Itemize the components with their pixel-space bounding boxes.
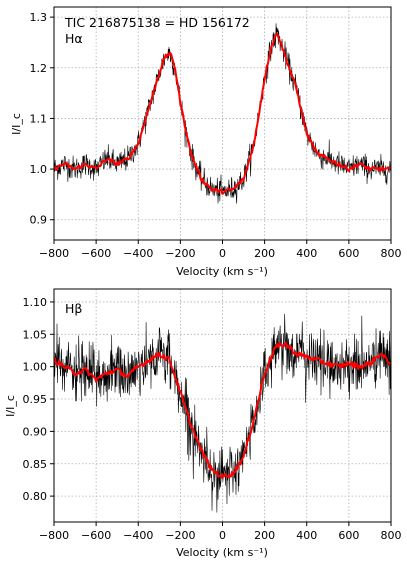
hbeta-plot-area xyxy=(54,313,391,513)
halpha-y-tick-label: 1.2 xyxy=(30,62,48,75)
halpha-x-tick-label: 800 xyxy=(381,247,402,260)
halpha-y-ticks: 0.9 1.0 1.1 1.2 1.3 xyxy=(30,11,54,227)
halpha-x-ticks: −800 −600 −400 −200 0 200 400 600 800 xyxy=(39,240,402,260)
hbeta-x-tick-label: 400 xyxy=(296,529,317,542)
hbeta-x-ticks: −800 −600 −400 −200 0 200 400 600 800 xyxy=(39,522,402,542)
halpha-x-tick-label: 0 xyxy=(219,247,226,260)
halpha-x-axis-label: Velocity (km s⁻¹) xyxy=(176,265,268,278)
hbeta-y-tick-label: 0.80 xyxy=(23,490,48,503)
hbeta-y-tick-label: 0.90 xyxy=(23,425,48,438)
halpha-smoothed-series-line xyxy=(54,32,391,195)
hbeta-y-tick-label: 1.05 xyxy=(23,328,48,341)
hbeta-x-axis-label: Velocity (km s⁻¹) xyxy=(176,546,268,559)
halpha-panel: −800 −600 −400 −200 0 200 400 600 800 0.9 1.0 1.1 1… xyxy=(10,6,402,278)
halpha-x-tick-label: −600 xyxy=(81,247,111,260)
hbeta-y-tick-label: 1.10 xyxy=(23,296,48,309)
halpha-y-tick-label: 1.1 xyxy=(30,112,48,125)
hbeta-x-tick-label: 600 xyxy=(338,529,359,542)
halpha-x-tick-label: −800 xyxy=(39,247,69,260)
halpha-x-tick-label: 200 xyxy=(254,247,275,260)
hbeta-x-tick-label: −200 xyxy=(165,529,195,542)
hbeta-x-tick-label: −400 xyxy=(123,529,153,542)
hbeta-smoothed-series-line xyxy=(54,341,391,479)
halpha-y-tick-label: 1.3 xyxy=(30,11,48,24)
hbeta-y-tick-label: 0.85 xyxy=(23,458,48,471)
halpha-x-tick-label: 600 xyxy=(338,247,359,260)
halpha-title: TIC 216875138 = HD 156172 xyxy=(64,15,250,30)
halpha-y-tick-label: 1.0 xyxy=(30,163,48,176)
hbeta-annotation: Hβ xyxy=(65,301,82,316)
halpha-y-axis-label: I/I_c xyxy=(10,113,23,135)
hbeta-x-tick-label: −800 xyxy=(39,529,69,542)
hbeta-x-tick-label: −600 xyxy=(81,529,111,542)
hbeta-y-ticks: 0.80 0.85 0.90 0.95 1.00 1.05 1.10 xyxy=(23,296,54,503)
hbeta-observed-series-line xyxy=(54,313,391,513)
halpha-plot-area xyxy=(54,23,391,204)
halpha-y-tick-label: 0.9 xyxy=(30,214,48,227)
hbeta-x-tick-label: 200 xyxy=(254,529,275,542)
halpha-x-tick-label: −200 xyxy=(165,247,195,260)
halpha-x-tick-label: −400 xyxy=(123,247,153,260)
halpha-annotation: Hα xyxy=(65,31,83,46)
hbeta-panel: −800 −600 −400 −200 0 200 400 600 800 0.800.850.… xyxy=(4,288,402,559)
hbeta-y-tick-label: 0.95 xyxy=(23,393,48,406)
hbeta-y-axis-label: I/I_c xyxy=(4,395,17,417)
halpha-x-tick-label: 400 xyxy=(296,247,317,260)
hbeta-grid xyxy=(53,289,392,522)
hbeta-x-tick-label: 0 xyxy=(219,529,226,542)
hbeta-x-tick-label: 800 xyxy=(381,529,402,542)
hbeta-y-tick-label: 1.00 xyxy=(23,361,48,374)
